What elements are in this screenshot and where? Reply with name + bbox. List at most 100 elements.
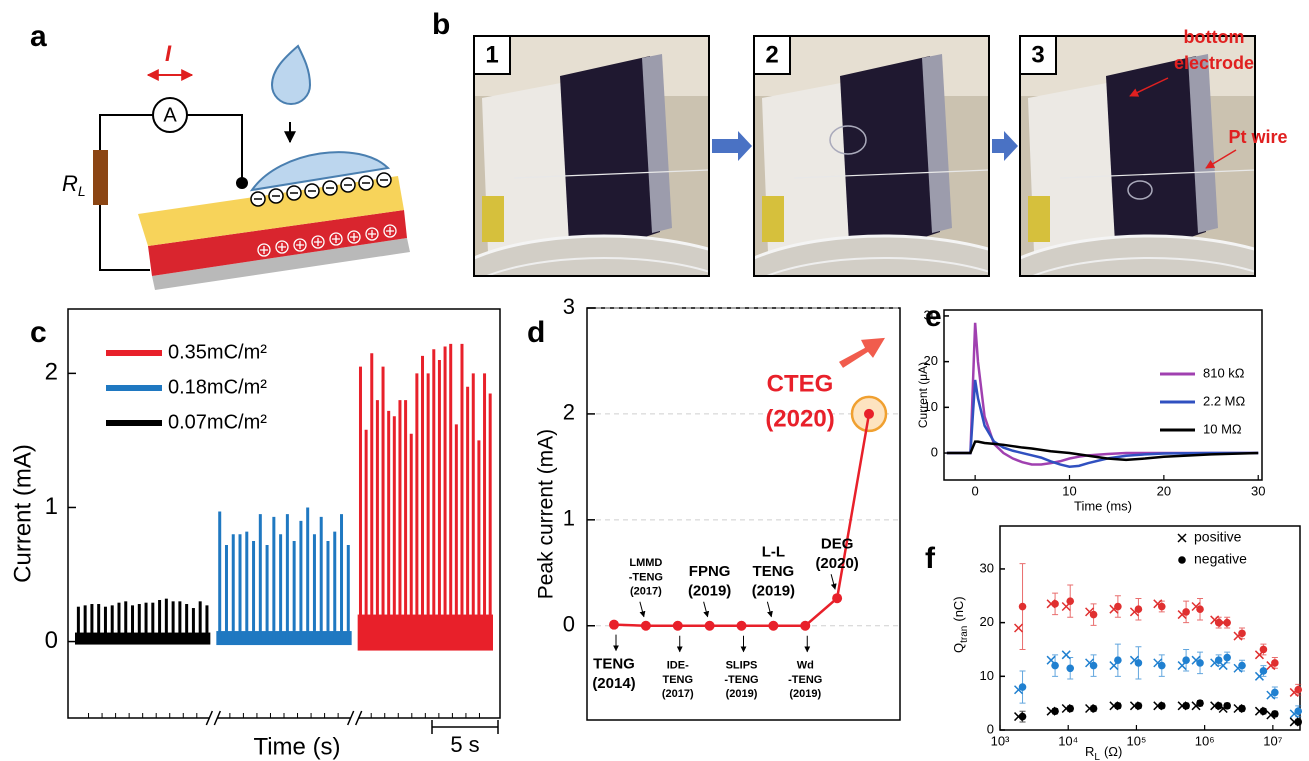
resistor-symbol: R — [62, 171, 78, 196]
y-tick-label: 30 — [980, 560, 994, 575]
x-tick-label: 10⁴ — [1058, 733, 1078, 748]
data-point — [641, 621, 651, 631]
frame-number: 2 — [765, 41, 778, 68]
legend-label: negative — [1194, 551, 1247, 567]
photo-annotation: electrode — [1174, 53, 1254, 73]
marker-dot — [1294, 718, 1302, 726]
x-axis-label: Time (s) — [253, 733, 340, 760]
data-point — [832, 593, 842, 603]
marker-dot — [1051, 662, 1059, 670]
category-label: (2020) — [765, 405, 834, 432]
legend-label: positive — [1194, 529, 1242, 545]
marker-dot — [1019, 683, 1027, 691]
category-label: CTEG — [767, 370, 834, 397]
figure: A I RL abcdef123bottomelectrode — [0, 0, 1309, 761]
category-label: IDE- — [667, 660, 689, 672]
photo-annotation: bottom — [1184, 27, 1245, 47]
panel-label: a — [30, 20, 47, 53]
y-axis-label-main: Q — [951, 643, 966, 653]
x-axis-label: RL(Ω) — [1085, 744, 1122, 761]
y-tick-label: 3 — [563, 294, 575, 319]
marker-dot — [1114, 656, 1122, 664]
x-tick-label: 20 — [1157, 483, 1171, 498]
legend-label: 0.07mC/m² — [168, 411, 267, 433]
marker-dot — [1223, 619, 1231, 627]
resistor — [93, 150, 108, 205]
y-tick-label: 0 — [931, 444, 938, 459]
photo-annotation: Pt wire — [1228, 127, 1287, 147]
marker-dot — [1223, 654, 1231, 662]
marker-dot — [1066, 705, 1074, 713]
y-axis-label: Current (mA) — [9, 444, 36, 583]
marker-dot — [1260, 646, 1268, 654]
y-axis-label: Peak current (mA) — [535, 429, 558, 599]
category-label: -TENG — [629, 571, 663, 583]
legend-label: 810 kΩ — [1203, 365, 1245, 380]
y-tick-label: 10 — [980, 668, 994, 683]
resistor-subscript: L — [78, 183, 86, 199]
contact-dot — [236, 177, 248, 189]
data-point — [673, 621, 683, 631]
y-tick-label: 1 — [45, 493, 58, 520]
category-label: (2014) — [592, 675, 635, 692]
marker-dot — [1271, 710, 1279, 718]
category-label: (2017) — [662, 688, 694, 700]
data-point — [768, 621, 778, 631]
ammeter-label: A — [163, 104, 177, 126]
marker-dot — [1223, 702, 1231, 710]
legend-label: 10 MΩ — [1203, 421, 1242, 436]
marker-dot — [1260, 667, 1268, 675]
y-axis-label-sub: tran — [959, 626, 970, 643]
x-tick-label: 10⁶ — [1195, 733, 1215, 748]
category-label: TENG — [662, 674, 693, 686]
panel-label: f — [925, 542, 936, 575]
y-tick-label: 20 — [980, 614, 994, 629]
category-label: SLIPS — [726, 660, 758, 672]
category-label: (2020) — [815, 555, 858, 572]
marker-dot — [1196, 605, 1204, 613]
data-point — [609, 620, 619, 630]
marker-dot — [1182, 608, 1190, 616]
scale-bar-label: 5 s — [450, 732, 479, 757]
marker-dot — [1182, 702, 1190, 710]
marker-dot — [1019, 713, 1027, 721]
category-label: (2019) — [688, 583, 731, 600]
y-tick-label: 0 — [45, 627, 58, 654]
data-point — [800, 621, 810, 631]
marker-dot — [1158, 662, 1166, 670]
page: { "panels": ["a", "b", "c", "d", "e", "f… — [0, 0, 1309, 761]
marker-dot — [1215, 619, 1223, 627]
marker-dot — [1294, 707, 1302, 715]
marker-dot — [1114, 702, 1122, 710]
x-axis-label-unit: (Ω) — [1104, 744, 1122, 759]
marker-dot — [1196, 659, 1204, 667]
marker-dot — [1066, 664, 1074, 672]
frame-number: 1 — [485, 41, 498, 68]
marker-dot — [1135, 659, 1143, 667]
marker-dot — [1238, 705, 1246, 713]
frame-number: 3 — [1031, 41, 1044, 68]
category-label: L-L — [762, 544, 785, 561]
y-axis-label: Current (μA) — [916, 362, 930, 428]
y-tick-label: 2 — [563, 400, 575, 425]
marker-dot — [1215, 656, 1223, 664]
legend-label: 0.35mC/m² — [168, 341, 267, 363]
marker-dot — [1135, 605, 1143, 613]
marker-dot — [1090, 611, 1098, 619]
category-label: LMMD — [629, 557, 662, 569]
category-label: (2017) — [630, 586, 662, 598]
marker-dot — [1196, 699, 1204, 707]
y-axis-label-unit: (nC) — [951, 596, 966, 621]
marker-dot — [1114, 603, 1122, 611]
category-label: FPNG — [689, 563, 731, 580]
legend-label: 2.2 MΩ — [1203, 393, 1246, 408]
category-label: (2019) — [789, 688, 821, 700]
x-tick-label: 10 — [1062, 483, 1076, 498]
category-label: Wd — [797, 660, 814, 672]
data-point — [864, 409, 874, 419]
marker-dot — [1260, 707, 1268, 715]
category-label: -TENG — [724, 674, 758, 686]
category-label: TENG — [753, 563, 795, 580]
category-label: TENG — [593, 656, 635, 673]
x-tick-label: 30 — [1251, 483, 1265, 498]
